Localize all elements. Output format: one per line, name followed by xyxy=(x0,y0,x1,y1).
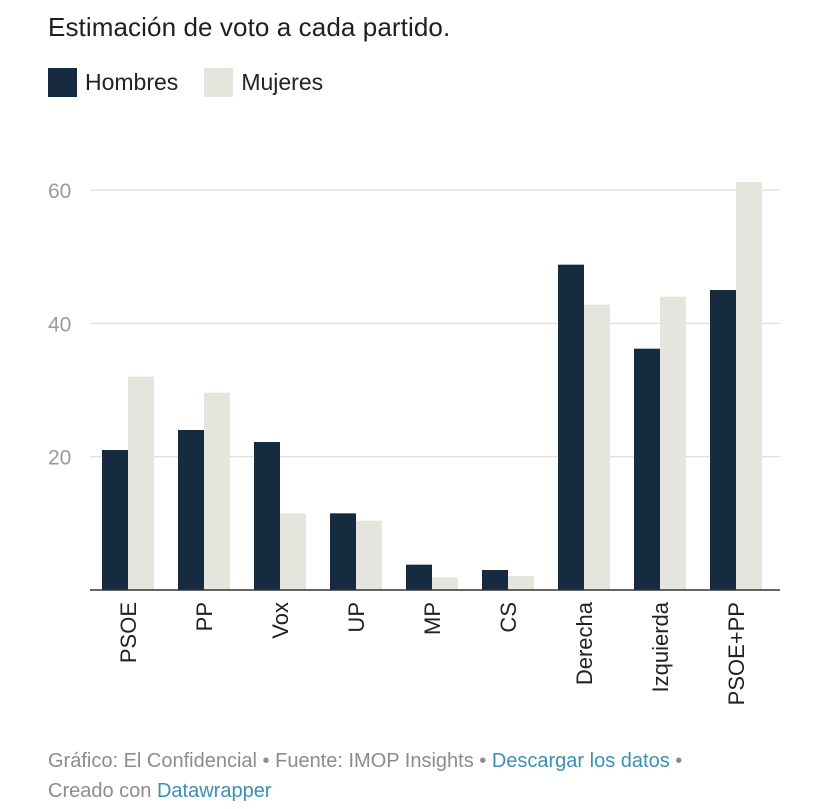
x-tick-label-vox: Vox xyxy=(268,602,293,639)
bar-up-hombres xyxy=(330,513,356,590)
bar-chart: 20 40 60 PSOE PP Vox UP MP CS Derecha Izquierda PSO… xyxy=(48,180,780,705)
bar-vox-mujeres xyxy=(280,513,306,590)
y-tick-label-40: 40 xyxy=(48,313,71,336)
x-tick-label-pp: PP xyxy=(192,602,217,631)
x-tick-label-psoe-pp: PSOE+PP xyxy=(724,602,749,705)
y-tick-label-60: 60 xyxy=(48,180,71,203)
chart-footer: Gráfico: El Confidencial • Fuente: IMOP … xyxy=(48,746,808,806)
bar-izquierda-hombres xyxy=(634,348,660,590)
x-tick-label-up: UP xyxy=(344,602,369,633)
x-tick-label-izquierda: Izquierda xyxy=(648,601,673,692)
chart-title: Estimación de voto a cada partido. xyxy=(48,12,451,42)
bar-izquierda-mujeres xyxy=(660,296,686,590)
legend-swatch-mujeres xyxy=(204,68,234,97)
footer-separator: • xyxy=(669,750,683,772)
bar-cs-hombres xyxy=(482,570,508,590)
download-data-link[interactable]: Descargar los datos xyxy=(491,750,670,772)
x-tick-label-psoe: PSOE xyxy=(116,602,141,663)
bar-psoe-mujeres xyxy=(128,376,154,590)
footer-source: Gráfico: El Confidencial • Fuente: IMOP … xyxy=(48,750,492,772)
bar-vox-hombres xyxy=(254,442,280,590)
legend-item-mujeres: Mujeres xyxy=(204,68,323,97)
bar-psoe-hombres xyxy=(102,450,128,590)
bar-pp-hombres xyxy=(178,430,204,590)
bar-derecha-hombres xyxy=(558,264,584,590)
bar-derecha-mujeres xyxy=(584,304,610,590)
legend-label-hombres: Hombres xyxy=(85,69,179,95)
legend-swatch-hombres xyxy=(48,68,77,97)
legend-label-mujeres: Mujeres xyxy=(241,69,324,95)
bar-pp-mujeres xyxy=(204,392,230,590)
y-tick-label-20: 20 xyxy=(48,447,71,470)
bar-mp-hombres xyxy=(406,564,432,590)
bar-psoe-pp-mujeres xyxy=(736,182,762,590)
datawrapper-link[interactable]: Datawrapper xyxy=(156,780,272,802)
bar-cs-mujeres xyxy=(508,576,534,590)
x-tick-label-mp: MP xyxy=(420,602,445,635)
bar-mp-mujeres xyxy=(432,577,458,590)
footer-created: Creado con xyxy=(48,780,157,802)
bar-up-mujeres xyxy=(356,520,382,590)
bar-psoe-pp-hombres xyxy=(710,290,736,590)
legend-item-hombres: Hombres xyxy=(48,68,178,97)
x-tick-label-cs: CS xyxy=(496,602,521,633)
chart-legend: Hombres Mujeres xyxy=(48,68,349,97)
x-tick-label-derecha: Derecha xyxy=(572,601,597,685)
